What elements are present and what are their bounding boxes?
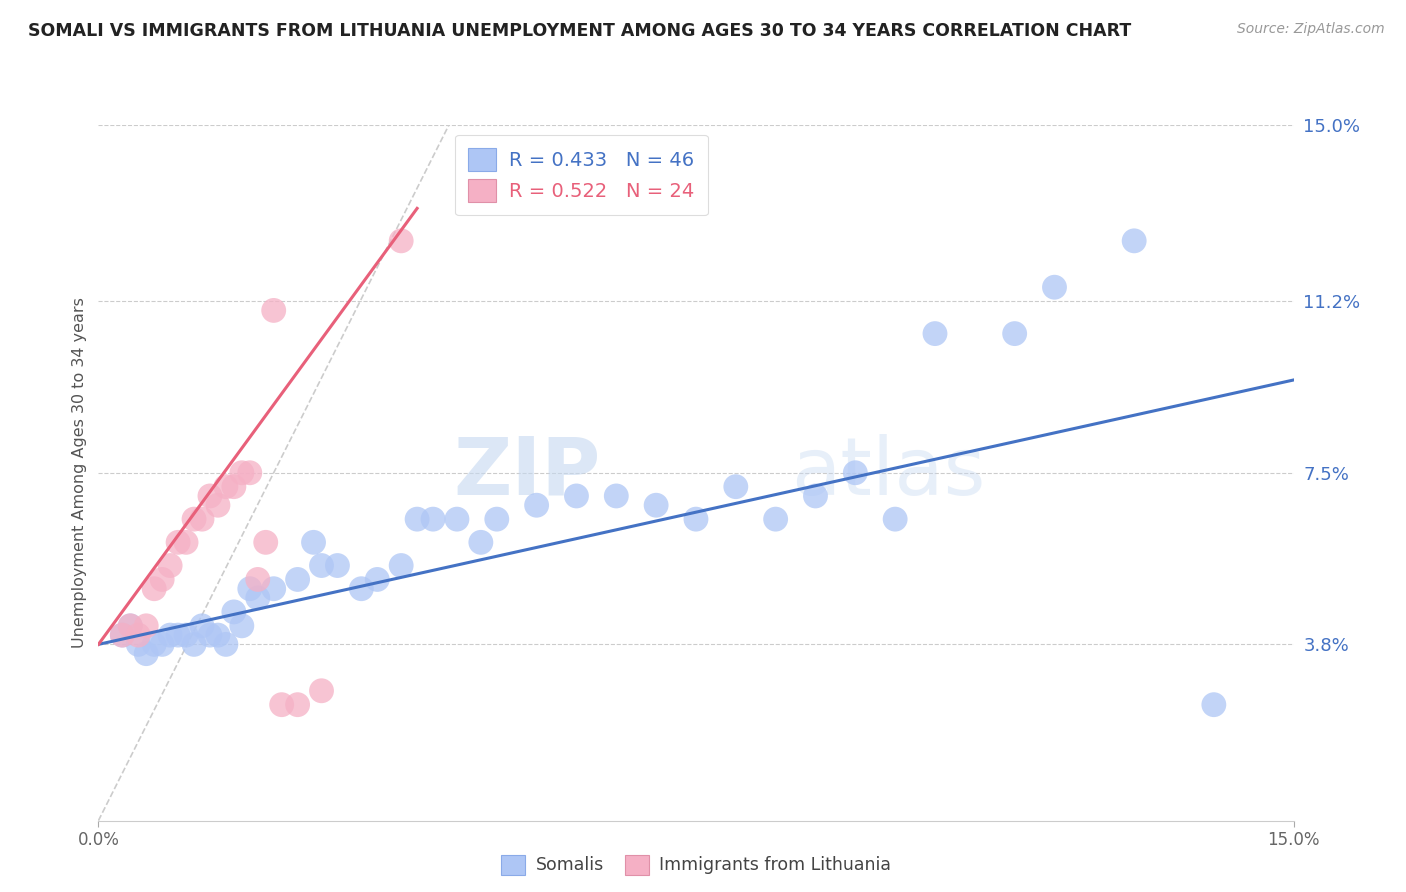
Point	[191, 619, 214, 633]
Point	[159, 628, 181, 642]
Point	[143, 582, 166, 596]
Point	[254, 535, 277, 549]
Point	[127, 637, 149, 651]
Point	[1004, 326, 1026, 341]
Point	[287, 698, 309, 712]
Point	[326, 558, 349, 573]
Point	[485, 512, 508, 526]
Point	[159, 558, 181, 573]
Point	[239, 582, 262, 596]
Point	[287, 573, 309, 587]
Point	[198, 628, 221, 642]
Point	[246, 573, 269, 587]
Text: SOMALI VS IMMIGRANTS FROM LITHUANIA UNEMPLOYMENT AMONG AGES 30 TO 34 YEARS CORRE: SOMALI VS IMMIGRANTS FROM LITHUANIA UNEM…	[28, 22, 1132, 40]
Point	[135, 647, 157, 661]
Point	[222, 605, 245, 619]
Point	[167, 535, 190, 549]
Point	[120, 619, 142, 633]
Point	[804, 489, 827, 503]
Point	[174, 628, 197, 642]
Point	[311, 683, 333, 698]
Point	[111, 628, 134, 642]
Point	[263, 582, 285, 596]
Point	[127, 628, 149, 642]
Point	[1123, 234, 1146, 248]
Point	[207, 498, 229, 512]
Point	[239, 466, 262, 480]
Point	[270, 698, 292, 712]
Point	[924, 326, 946, 341]
Point	[207, 628, 229, 642]
Point	[565, 489, 588, 503]
Point	[350, 582, 373, 596]
Point	[167, 628, 190, 642]
Point	[150, 637, 173, 651]
Y-axis label: Unemployment Among Ages 30 to 34 years: Unemployment Among Ages 30 to 34 years	[72, 297, 87, 648]
Point	[1043, 280, 1066, 294]
Point	[231, 466, 253, 480]
Point	[389, 234, 412, 248]
Text: ZIP: ZIP	[453, 434, 600, 512]
Point	[366, 573, 388, 587]
Point	[263, 303, 285, 318]
Point	[470, 535, 492, 549]
Point	[422, 512, 444, 526]
Text: Source: ZipAtlas.com: Source: ZipAtlas.com	[1237, 22, 1385, 37]
Point	[724, 480, 747, 494]
Point	[884, 512, 907, 526]
Point	[135, 619, 157, 633]
Point	[231, 619, 253, 633]
Point	[246, 591, 269, 605]
Point	[605, 489, 627, 503]
Point	[1202, 698, 1225, 712]
Point	[685, 512, 707, 526]
Point	[222, 480, 245, 494]
Point	[526, 498, 548, 512]
Point	[183, 512, 205, 526]
Point	[311, 558, 333, 573]
Point	[406, 512, 429, 526]
Point	[389, 558, 412, 573]
Text: atlas: atlas	[792, 434, 986, 512]
Point	[215, 637, 238, 651]
Point	[150, 573, 173, 587]
Point	[198, 489, 221, 503]
Point	[183, 637, 205, 651]
Point	[765, 512, 787, 526]
Point	[191, 512, 214, 526]
Point	[143, 637, 166, 651]
Point	[645, 498, 668, 512]
Point	[215, 480, 238, 494]
Legend: Somalis, Immigrants from Lithuania: Somalis, Immigrants from Lithuania	[494, 847, 898, 881]
Point	[844, 466, 866, 480]
Point	[111, 628, 134, 642]
Point	[120, 619, 142, 633]
Point	[446, 512, 468, 526]
Point	[174, 535, 197, 549]
Point	[302, 535, 325, 549]
